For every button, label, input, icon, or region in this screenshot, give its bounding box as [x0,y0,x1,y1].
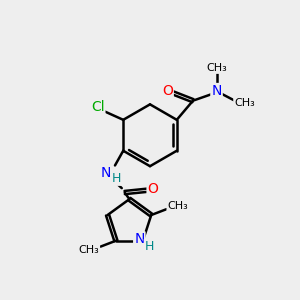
Text: N: N [134,232,145,246]
Text: CH₃: CH₃ [234,98,255,108]
Text: Cl: Cl [91,100,104,114]
Text: CH₃: CH₃ [206,63,227,73]
Text: N: N [101,166,111,179]
Text: H: H [112,172,122,185]
Text: H: H [145,239,154,253]
Text: CH₃: CH₃ [167,201,188,211]
Text: O: O [162,84,173,98]
Text: O: O [148,182,158,196]
Text: CH₃: CH₃ [78,244,99,255]
Text: N: N [211,84,222,98]
